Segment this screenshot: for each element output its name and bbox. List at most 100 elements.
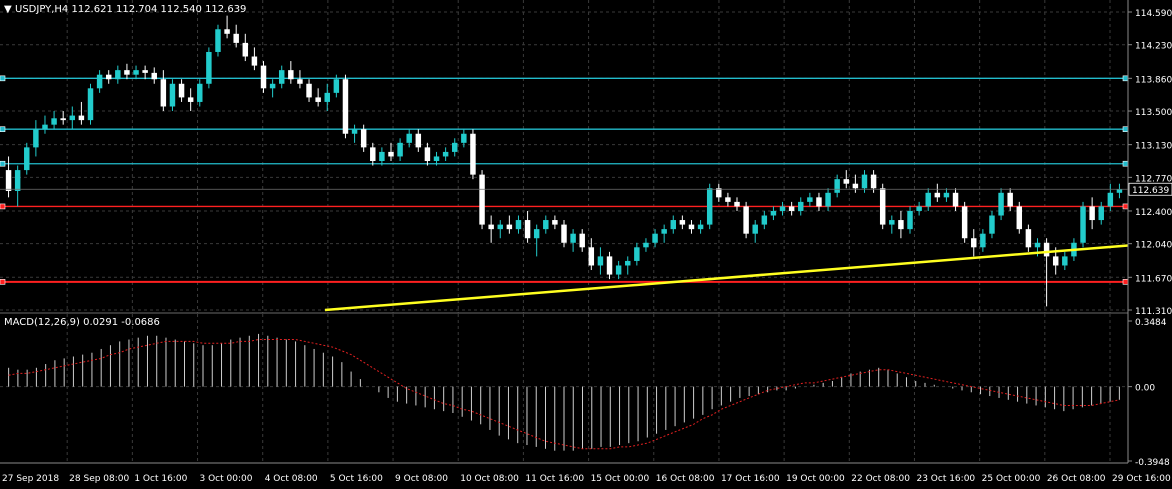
candle-body [306, 83, 312, 98]
candle-body [351, 129, 358, 134]
level-handle-left[interactable] [0, 279, 6, 285]
level-handle-right[interactable] [1122, 203, 1129, 210]
time-tick-label: 19 Oct 00:00 [786, 474, 845, 484]
candle-body [388, 151, 394, 157]
candle-body [752, 224, 758, 234]
trendline-group[interactable] [324, 244, 1129, 312]
candle-body [197, 83, 203, 102]
candle-body [943, 192, 950, 198]
level-handle-left[interactable] [0, 203, 6, 210]
candle-body [315, 97, 321, 102]
candle-body [971, 238, 977, 248]
candle-body [461, 133, 467, 143]
candle-body [588, 247, 595, 266]
candle-body [215, 29, 221, 52]
time-tick-label: 29 Oct 16:00 [1112, 474, 1171, 484]
price-pane[interactable]: ▼ USDJPY,H4 112.621 112.704 112.540 112.… [0, 0, 1129, 313]
symbol-header: USDJPY,H4 112.621 112.704 112.540 112.63… [15, 4, 246, 15]
horizontal-levels[interactable] [0, 75, 1129, 285]
candle-body [178, 83, 185, 98]
macd-histogram [8, 333, 1120, 451]
candle-body [433, 156, 440, 161]
candle-body [142, 70, 148, 73]
symbol-header-arrow-icon[interactable]: ▼ [4, 4, 12, 15]
candle-body [1034, 242, 1041, 248]
time-tick-label: 1 Oct 16:00 [134, 474, 187, 484]
candle-body [60, 118, 66, 121]
macd-tick-label: 0.3484 [1135, 318, 1167, 328]
candle-body [670, 220, 676, 230]
candle-body [552, 220, 558, 225]
candle-body [615, 265, 622, 275]
candle-body [406, 133, 412, 143]
candle-body [788, 206, 795, 211]
support-trendline[interactable] [324, 244, 1129, 312]
time-tick-label: 16 Oct 08:00 [656, 474, 715, 484]
candle-body [898, 220, 904, 230]
candle-body [233, 33, 239, 43]
candle-body [278, 70, 285, 84]
price-tick-label: 113.860 [1135, 75, 1172, 85]
time-axis[interactable]: 27 Sep 2018 28 Sep 08:00 1 Oct 16:00 3 Oct … [0, 462, 1171, 484]
candle-body [706, 188, 713, 225]
time-tick-label: 28 Sep 08:00 [69, 474, 129, 484]
candle-body [916, 206, 922, 211]
price-tick-label: 111.310 [1135, 307, 1172, 317]
candle-body [1043, 242, 1050, 257]
candle-body [288, 70, 294, 80]
price-tick-label: 112.040 [1135, 241, 1172, 251]
macd-tick-label: -0.3948 [1135, 458, 1170, 468]
time-tick-label: 17 Oct 16:00 [721, 474, 780, 484]
level-handle-left[interactable] [0, 75, 6, 82]
time-tick-label: 3 Oct 00:00 [200, 474, 253, 484]
price-tick-label: 114.230 [1135, 42, 1172, 52]
candle-body [497, 224, 503, 230]
candle-body [843, 179, 850, 184]
candle-body [1025, 229, 1032, 248]
price-tick-label: 111.670 [1135, 274, 1172, 284]
candle-body [925, 192, 931, 207]
candle-body [452, 142, 458, 152]
candle-body [1052, 256, 1059, 266]
level-handle-left[interactable] [0, 160, 6, 167]
candle-body [579, 233, 585, 248]
candles [5, 15, 1123, 307]
price-tick-label: 113.500 [1135, 108, 1172, 118]
candle-body [961, 206, 968, 239]
current-price-box [1128, 182, 1172, 196]
price-axis[interactable]: 114.590 114.230 113.860 113.500 113.130 112.7… [0, 0, 1172, 468]
candle-body [224, 29, 230, 34]
candle-body [761, 215, 768, 225]
candle-body [187, 97, 194, 102]
candle-body [661, 229, 667, 234]
candle-body [697, 224, 704, 230]
level-handle-right[interactable] [1122, 126, 1129, 133]
candle-body [87, 88, 94, 121]
candle-body [1089, 206, 1095, 221]
candle-body [807, 197, 813, 202]
level-handle-right[interactable] [1122, 279, 1129, 285]
macd-signal-line [8, 339, 1120, 450]
candle-body [269, 83, 276, 89]
level-handle-left[interactable] [0, 126, 6, 133]
time-tick-label: 25 Oct 00:00 [982, 474, 1041, 484]
level-handle-right[interactable] [1122, 75, 1129, 82]
candle-body [561, 224, 567, 243]
level-handle-right[interactable] [1122, 160, 1129, 167]
candle-body [24, 147, 30, 171]
candle-body [543, 220, 549, 230]
time-tick-label: 9 Oct 08:00 [395, 474, 448, 484]
candle-body [242, 42, 249, 57]
candle-body [652, 233, 658, 243]
candle-body [169, 83, 176, 107]
candle-body [379, 151, 385, 161]
price-tick-label: 112.400 [1135, 208, 1172, 218]
candle-body [889, 220, 895, 225]
candle-body [14, 170, 21, 191]
candle-body [934, 192, 941, 198]
candle-body [606, 256, 613, 275]
macd-pane[interactable]: MACD(12,26,9) 0.0291 -0.0686 [0, 314, 1128, 463]
price-tick-label: 114.590 [1135, 9, 1172, 19]
